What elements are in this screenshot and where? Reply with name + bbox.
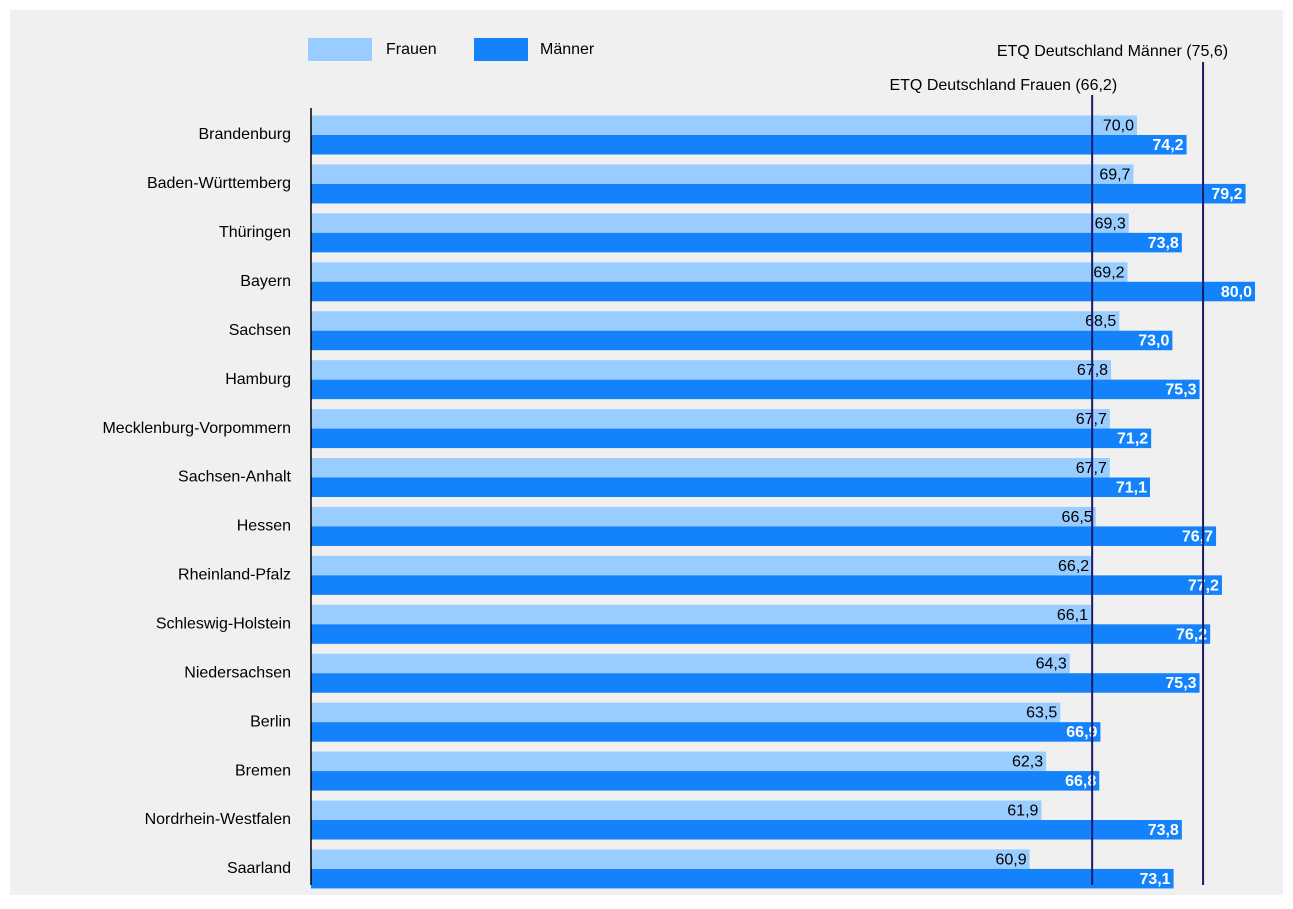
bar — [311, 771, 1100, 791]
y-tick-label: Saarland — [227, 860, 291, 877]
y-tick-label: Baden-Württemberg — [147, 175, 291, 192]
legend-label: Männer — [540, 41, 595, 58]
value-label: 71,1 — [1116, 479, 1147, 496]
value-label: 66,9 — [1066, 724, 1097, 741]
bar — [311, 673, 1200, 693]
value-label: 74,2 — [1152, 137, 1183, 154]
y-tick-label: Bremen — [235, 762, 291, 779]
bar — [311, 262, 1128, 282]
value-label: 61,9 — [1007, 802, 1038, 819]
y-tick-label: Berlin — [250, 713, 291, 730]
value-label: 64,3 — [1036, 656, 1067, 673]
bar — [311, 506, 1096, 527]
bar — [311, 330, 1173, 351]
bar — [311, 409, 1110, 429]
bar — [311, 281, 1255, 302]
bar — [311, 575, 1222, 595]
bar — [311, 702, 1061, 723]
y-tick-label: Nordrhein-Westfalen — [145, 811, 291, 828]
value-label: 73,1 — [1139, 871, 1170, 888]
bar — [311, 526, 1217, 546]
value-label: 71,2 — [1117, 431, 1148, 448]
bar — [311, 624, 1211, 644]
y-tick-label: Rheinland-Pfalz — [178, 567, 291, 584]
value-label: 73,0 — [1138, 333, 1169, 350]
panel — [10, 10, 1283, 895]
reference-label: ETQ Deutschland Männer (75,6) — [997, 43, 1228, 60]
bar — [311, 213, 1129, 233]
value-label: 66,8 — [1065, 773, 1096, 790]
y-tick-label: Schleswig-Holstein — [156, 616, 291, 633]
bar — [311, 135, 1187, 155]
bar — [311, 164, 1134, 184]
bar — [311, 183, 1246, 204]
bar — [311, 477, 1150, 498]
bar — [311, 722, 1101, 742]
value-label: 79,2 — [1211, 186, 1242, 203]
value-label: 76,2 — [1176, 626, 1207, 643]
bar — [311, 555, 1093, 576]
bar — [311, 232, 1182, 253]
bar — [311, 311, 1120, 331]
legend-swatch — [474, 38, 528, 61]
value-label: 76,7 — [1182, 528, 1213, 545]
y-tick-label: Brandenburg — [198, 126, 291, 143]
bar — [311, 820, 1182, 840]
bar — [311, 604, 1091, 625]
bar — [311, 379, 1200, 400]
value-label: 62,3 — [1012, 754, 1043, 771]
bar — [311, 458, 1110, 478]
y-tick-label: Mecklenburg-Vorpommern — [102, 420, 291, 437]
value-label: 63,5 — [1026, 705, 1057, 722]
value-label: 66,5 — [1062, 509, 1093, 526]
legend-label: Frauen — [386, 41, 437, 58]
reference-label: ETQ Deutschland Frauen (66,2) — [889, 77, 1117, 94]
legend-swatch — [308, 38, 372, 61]
value-label: 75,3 — [1165, 382, 1196, 399]
value-label: 69,7 — [1099, 166, 1130, 183]
value-label: 73,8 — [1148, 822, 1179, 839]
y-tick-label: Thüringen — [219, 224, 291, 241]
y-tick-label: Hamburg — [225, 371, 291, 388]
value-label: 66,2 — [1058, 558, 1089, 575]
value-label: 75,3 — [1165, 675, 1196, 692]
bar — [311, 751, 1047, 772]
y-tick-label: Sachsen-Anhalt — [178, 469, 292, 486]
bar — [311, 868, 1174, 889]
y-tick-label: Bayern — [240, 273, 291, 290]
value-label: 68,5 — [1085, 313, 1116, 330]
bar — [311, 800, 1042, 821]
value-label: 66,1 — [1057, 607, 1088, 624]
bar — [311, 360, 1112, 380]
value-label: 73,8 — [1148, 235, 1179, 252]
value-label: 80,0 — [1221, 284, 1252, 301]
y-tick-label: Niedersachsen — [184, 664, 291, 681]
value-label: 60,9 — [995, 851, 1026, 868]
y-tick-label: Sachsen — [229, 322, 291, 339]
value-label: 69,2 — [1093, 264, 1124, 281]
bar — [311, 849, 1030, 869]
y-tick-label: Hessen — [237, 518, 291, 535]
bar — [311, 653, 1070, 674]
value-label: 69,3 — [1095, 215, 1126, 232]
value-label: 70,0 — [1103, 117, 1134, 134]
bar — [311, 428, 1152, 449]
bar — [311, 115, 1137, 135]
